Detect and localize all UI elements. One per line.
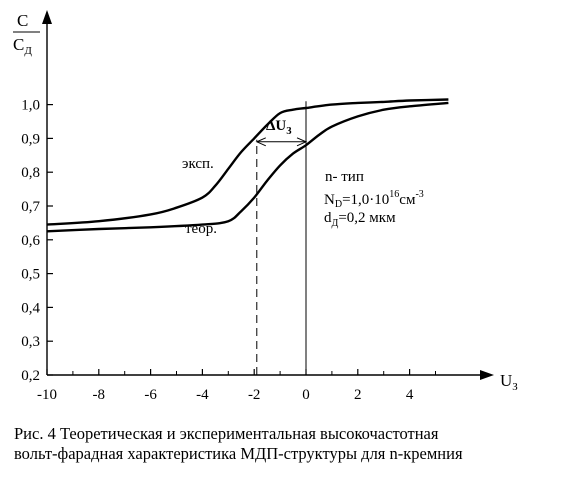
caption-line-1: Рис. 4 Теоретическая и экспериментальная… [14, 424, 439, 443]
y-axis-label-denominator: CД [13, 35, 32, 57]
y-tick-label: 0,5 [21, 267, 40, 283]
y-axis-label-numerator: C [17, 11, 28, 30]
x-axis-arrow-icon [480, 370, 494, 380]
x-axis-label: UЗ [500, 371, 518, 393]
y-tick-label: 0,9 [21, 131, 40, 147]
caption-line-2: вольт-фарадная характеристика МДП-структ… [14, 444, 463, 463]
delta-u-label: ΔUЗ [266, 118, 292, 137]
x-tick-label: -4 [196, 387, 209, 403]
param-doping: ND=1,0·1016см-3 [324, 189, 424, 210]
x-tick-label: -8 [93, 387, 106, 403]
y-tick-label: 0,8 [21, 165, 40, 181]
exp-curve [46, 98, 449, 226]
x-tick-label: -10 [37, 387, 57, 403]
delta-u-arrowhead-right-icon [296, 137, 308, 147]
theor-curve [46, 101, 449, 233]
x-tick-label: -6 [144, 387, 157, 403]
y-tick-label: 0,2 [21, 368, 40, 384]
x-tick-label: 0 [302, 387, 310, 403]
delta-u-arrowhead-left-icon [255, 137, 266, 147]
x-tick-label: 4 [406, 387, 414, 403]
y-axis-arrow-icon [42, 10, 52, 24]
param-thickness: dД=0,2 мкм [324, 210, 396, 229]
y-tick-label: 1,0 [21, 98, 40, 114]
param-type: n- тип [325, 169, 364, 185]
theor-curve-label: теор. [185, 221, 217, 237]
y-tick-label: 0,4 [21, 300, 40, 316]
x-tick-label: -2 [248, 387, 261, 403]
y-tick-label: 0,6 [21, 233, 40, 249]
y-tick-label: 0,3 [21, 334, 40, 350]
y-tick-label: 0,7 [21, 199, 40, 215]
exp-curve-label: эксп. [182, 156, 214, 172]
x-tick-label: 2 [354, 387, 362, 403]
figure-caption: Рис. 4 Теоретическая и экспериментальная… [14, 424, 559, 464]
